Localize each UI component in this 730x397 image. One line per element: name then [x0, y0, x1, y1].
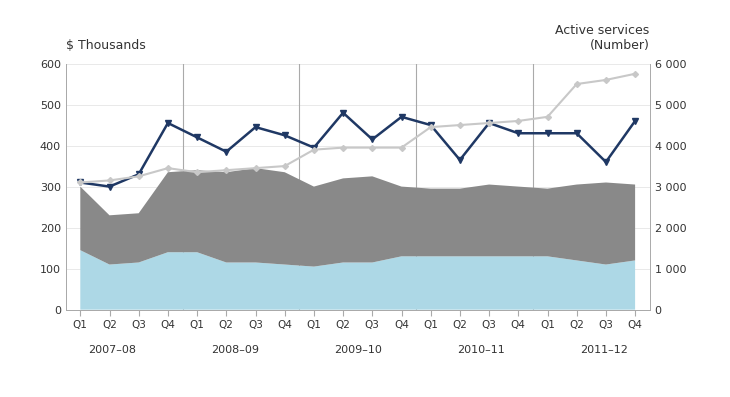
- Text: 2008–09: 2008–09: [211, 345, 258, 355]
- Text: $ Thousands: $ Thousands: [66, 39, 145, 52]
- Text: 2011–12: 2011–12: [580, 345, 628, 355]
- Text: 2007–08: 2007–08: [88, 345, 136, 355]
- Text: 2010–11: 2010–11: [457, 345, 504, 355]
- Text: 2009–10: 2009–10: [334, 345, 382, 355]
- Text: Active services
(Number): Active services (Number): [556, 23, 650, 52]
